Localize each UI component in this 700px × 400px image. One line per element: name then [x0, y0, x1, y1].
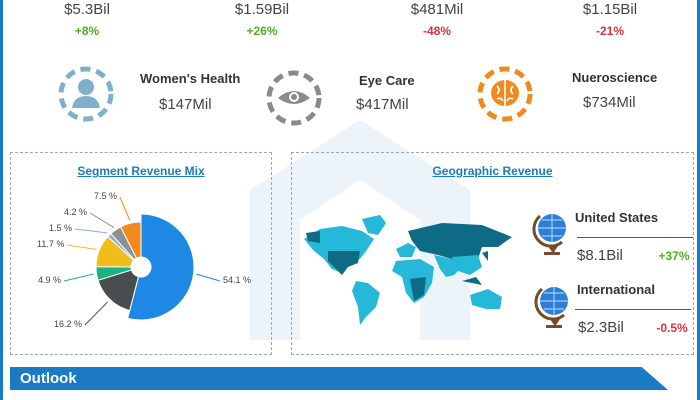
metric-change: -48% [422, 24, 452, 38]
outlook-section-header: Outlook [10, 367, 668, 390]
globe-icon [532, 214, 566, 255]
segment-value: $147Mil [159, 96, 212, 113]
pie-data-label: 1.5 % [49, 223, 73, 233]
region-value: $2.3Bil [578, 319, 624, 336]
metric-value: $1.59Bil [234, 1, 290, 18]
pie-chart [63, 196, 221, 326]
panel-title: Segment Revenue Mix [77, 164, 205, 178]
region-change: +37% [658, 249, 690, 263]
metric-value: $5.3Bil [64, 1, 110, 18]
pie-leader-line [63, 273, 94, 282]
segment-value: $417Mil [356, 96, 409, 113]
pie-leader-line [74, 228, 108, 234]
metric-change: +8% [74, 24, 100, 38]
divider [577, 237, 693, 238]
segment-label: Women's Health [140, 71, 241, 86]
metric-value: $481Mil [410, 1, 464, 18]
metric-value: $1.15Bil [582, 1, 638, 18]
pie-data-label: 54.1 % [223, 275, 252, 285]
outlook-title: Outlook [20, 370, 77, 387]
right-border [697, 0, 700, 400]
brain-icon [477, 66, 533, 122]
pie-data-label: 16.2 % [54, 319, 83, 329]
pie-data-label: 4.2 % [64, 207, 88, 217]
pie-leader-line [66, 244, 97, 250]
pie-data-label: 7.5 % [94, 191, 118, 201]
metric-change: -21% [595, 24, 625, 38]
pie-data-label: 4.9 % [38, 275, 62, 285]
region-value: $8.1Bil [577, 247, 623, 264]
pie-slice [97, 269, 140, 312]
pie-slice [127, 213, 195, 321]
segment-value: $734Mil [583, 94, 636, 111]
pie-leader-line [196, 273, 221, 282]
segment-label: Nueroscience [572, 70, 658, 85]
pie-leader-line [84, 301, 109, 326]
divider [575, 309, 691, 310]
pie-data-label: 11.7 % [37, 239, 65, 249]
segment-label: Eye Care [359, 73, 415, 88]
geographic-revenue-panel: Geographic Revenue United States $8.1Bil… [291, 152, 694, 355]
metric-change: +26% [246, 24, 278, 38]
left-border [0, 0, 3, 400]
watermark-logo [250, 120, 470, 340]
panel-title: Geographic Revenue [432, 164, 553, 178]
region-change: -0.5% [656, 321, 688, 335]
pie-leader-line [89, 212, 115, 228]
eye-icon [266, 70, 322, 126]
woman-icon [58, 66, 114, 122]
region-name: United States [575, 210, 659, 225]
segment-revenue-panel: Segment Revenue Mix 54.1 % 16.2 % 4.9 % 11.… [10, 152, 272, 355]
world-map [304, 215, 512, 325]
pie-slice [119, 221, 142, 259]
region-name: International [577, 282, 656, 297]
globe-icon [534, 287, 568, 328]
pie-leader-line [119, 196, 131, 221]
